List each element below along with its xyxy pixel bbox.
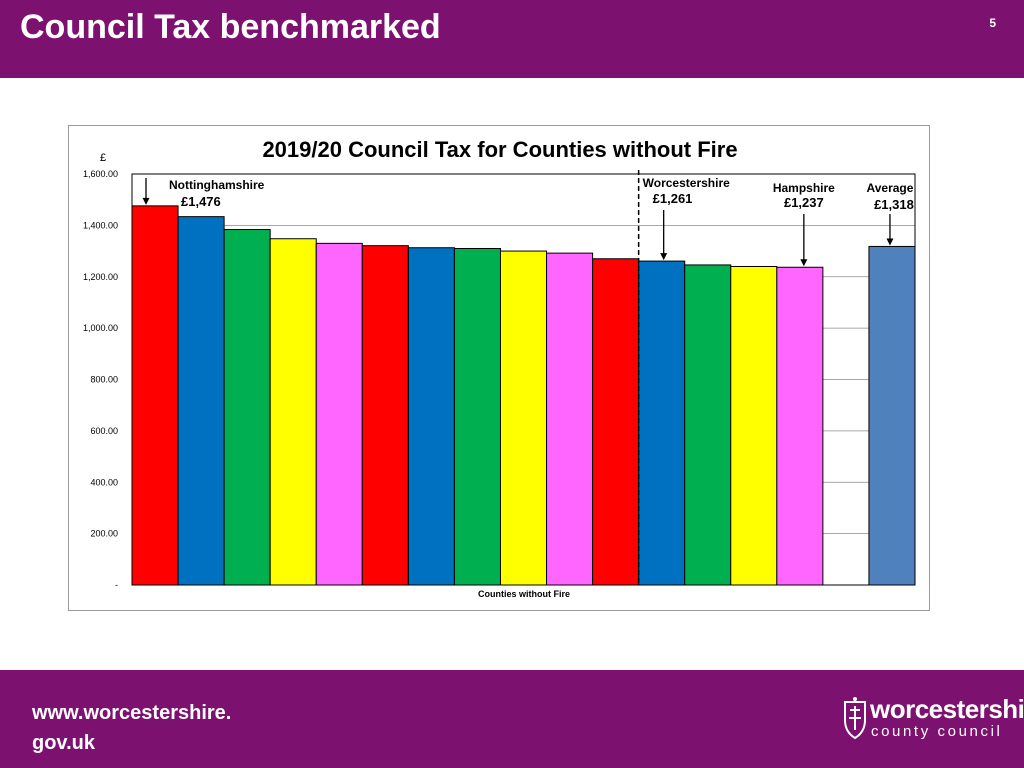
y-tick-label: 200.00	[90, 529, 118, 539]
bar	[684, 264, 732, 586]
y-tick-label: 800.00	[90, 375, 118, 385]
annotation-arrowhead	[800, 259, 808, 267]
y-tick-label: 1,000.00	[83, 323, 118, 333]
y-tick-label: 1,400.00	[83, 220, 118, 230]
bar	[453, 247, 501, 586]
chart-frame: 2019/20 Council Tax for Counties without…	[68, 125, 930, 611]
annotation-arrowhead	[886, 238, 894, 246]
logo-wordmark: worcestershire	[870, 694, 1024, 724]
annotation-name: Hampshire	[773, 181, 835, 195]
bar	[546, 252, 594, 586]
annotation-value: £1,476	[181, 194, 221, 209]
bar	[315, 242, 363, 586]
council-logo: worcestershire county council	[842, 694, 1024, 744]
y-tick-label: 1,600.00	[83, 169, 118, 179]
header-bar: Council Tax benchmarked 5	[0, 0, 1024, 78]
annotation-name: Average	[867, 181, 914, 195]
bar	[361, 245, 409, 586]
website-link-line2: gov.uk	[32, 732, 95, 754]
footer-bar: www.worcestershire. gov.uk worcestershir…	[0, 670, 1024, 768]
bar	[223, 228, 271, 586]
bar	[177, 216, 225, 586]
y-tick-label: -	[115, 580, 118, 590]
bar	[592, 258, 640, 586]
website-link-line1: www.worcestershire.	[32, 702, 232, 724]
bar	[776, 266, 824, 586]
bar	[730, 265, 778, 586]
annotation-value: £1,237	[784, 195, 824, 210]
annotation-value: £1,261	[653, 191, 693, 206]
chart-title: 2019/20 Council Tax for Counties without…	[262, 137, 737, 162]
annotation-name: Nottinghamshire	[169, 178, 265, 192]
bar-chart: 2019/20 Council Tax for Counties without…	[83, 137, 916, 599]
logo-subtitle: county council	[871, 723, 1003, 740]
website-link[interactable]: www.worcestershire. gov.uk	[32, 698, 231, 758]
y-tick-label: 1,200.00	[83, 272, 118, 282]
y-tick-label: 600.00	[90, 426, 118, 436]
annotation-value: £1,318	[874, 197, 914, 212]
bar	[407, 247, 455, 586]
annotation-arrowhead	[142, 197, 150, 205]
annotation-name: Worcestershire	[643, 176, 730, 190]
bar	[269, 238, 317, 586]
bar	[868, 245, 916, 586]
x-axis-label: Counties without Fire	[478, 589, 570, 599]
annotation-arrowhead	[660, 253, 668, 261]
bar	[499, 250, 548, 586]
plot-border	[131, 173, 916, 586]
y-axis-label: £	[100, 152, 106, 164]
y-tick-label: 400.00	[90, 477, 118, 487]
crest-icon	[844, 697, 866, 740]
bar	[638, 260, 686, 586]
slide-number: 5	[989, 16, 996, 30]
bar	[131, 205, 179, 586]
page-title: Council Tax benchmarked	[20, 8, 441, 46]
